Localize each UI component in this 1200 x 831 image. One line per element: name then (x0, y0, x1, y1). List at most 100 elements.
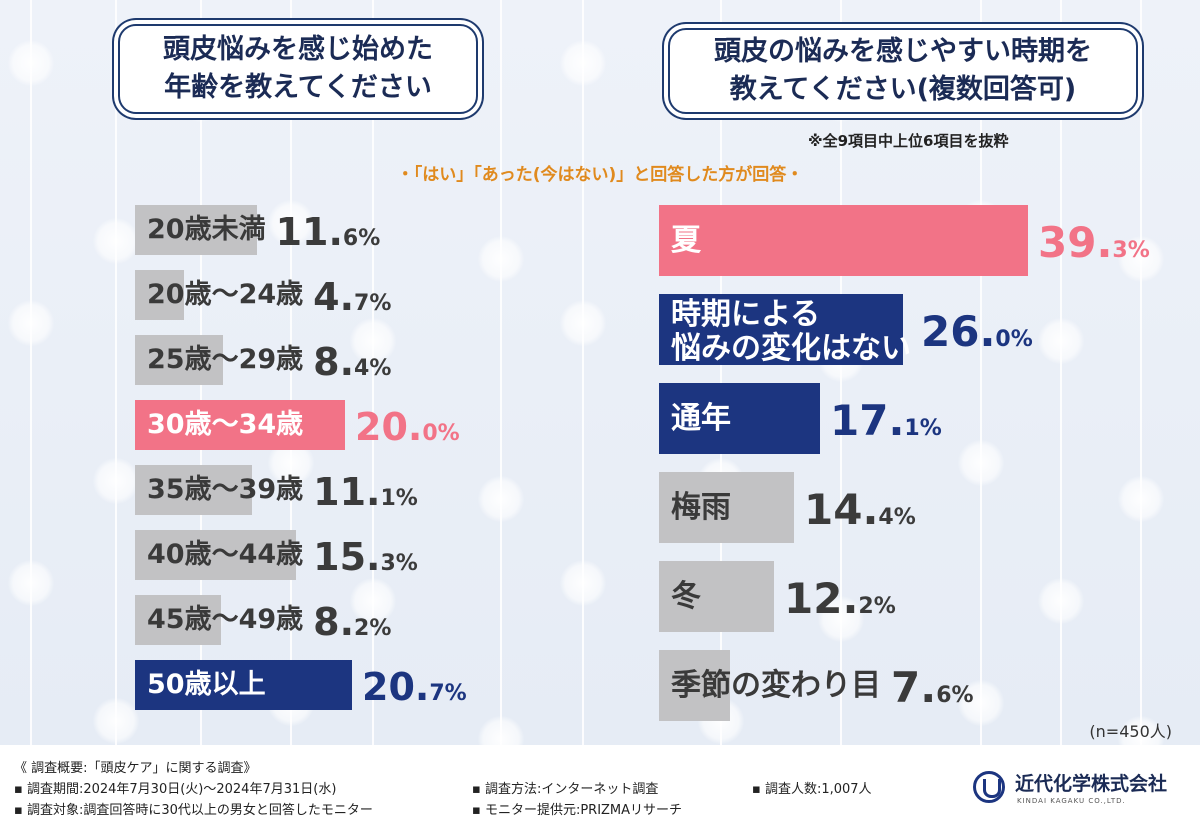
background-stripe (1060, 0, 1062, 745)
background-dot (1118, 236, 1164, 282)
background-dot (478, 716, 524, 745)
bar-category-label: 冬 (671, 579, 701, 614)
bar-category-label: 40歳～44歳 (147, 539, 304, 570)
bar-category-label: 時期による 悩みの変化はない (671, 294, 911, 369)
bar (135, 205, 257, 255)
background-stripe (290, 0, 292, 745)
bar-value-label: 4.7% (313, 270, 391, 320)
bar (659, 383, 820, 454)
survey-period: ▪ 調査期間:2024年7月30日(火)～2024年7月31日(水) (14, 782, 337, 797)
bar (135, 335, 223, 385)
bar-value-label: 20.7% (362, 660, 467, 710)
bar-value-label: 14.4% (804, 472, 916, 543)
value-integer: 20. (355, 405, 423, 449)
value-decimal: 4% (354, 356, 392, 381)
value-decimal: 0% (995, 327, 1033, 352)
bar-value-label: 26.0% (921, 294, 1033, 365)
bar-category-line: 時期による (671, 297, 821, 332)
background-dot (8, 560, 54, 606)
background-dot (1038, 318, 1084, 364)
value-decimal: 7% (354, 291, 392, 316)
bar (135, 270, 184, 320)
value-integer: 8. (313, 340, 355, 384)
background-dot (93, 698, 139, 744)
bar (135, 400, 345, 450)
background-dot (268, 200, 314, 246)
background-stripe (372, 0, 374, 745)
value-integer: 15. (313, 535, 381, 579)
background-stripe (582, 0, 584, 745)
background-stripe (720, 0, 722, 745)
bar-category-label: 25歳～29歳 (147, 344, 304, 375)
bar-category-label: 50歳以上 (147, 669, 266, 700)
value-decimal: 1% (904, 416, 942, 441)
bar-value-label: 11.1% (313, 465, 418, 515)
bar (659, 205, 1028, 276)
survey-count: ▪ 調査人数:1,007人 (752, 782, 872, 797)
bar-value-label: 20.0% (355, 400, 460, 450)
background-dot (8, 300, 54, 346)
value-decimal: 6% (936, 683, 974, 708)
bar-value-label: 39.3% (1038, 205, 1150, 276)
bar-value-label: 11.6% (276, 205, 381, 255)
sample-size: (n=450人) (1089, 722, 1172, 741)
background-dot (560, 300, 606, 346)
value-decimal: 6% (342, 226, 381, 251)
background-dot (93, 458, 139, 504)
survey-method: ▪ 調査方法:インターネット調査 (472, 782, 659, 797)
subtitle: ・「はい」「あった(今はない)」と回答した方が回答・ (396, 165, 804, 185)
background-stripe (30, 0, 32, 745)
bar-category-label: 季節の変わり目 (671, 668, 881, 703)
value-decimal: 1% (380, 486, 418, 511)
value-integer: 17. (830, 396, 905, 445)
bar (659, 472, 794, 543)
value-integer: 4. (313, 275, 355, 319)
bar-category-label: 45歳～49歳 (147, 604, 304, 635)
background-dot (560, 40, 606, 86)
value-decimal: 2% (354, 616, 392, 641)
value-decimal: 0% (422, 421, 460, 446)
background-dot (93, 218, 139, 264)
background-dot (350, 318, 396, 364)
bar (659, 561, 774, 632)
background-dot (478, 236, 524, 282)
background-dot (478, 476, 524, 522)
bar-category-label: 35歳～39歳 (147, 474, 304, 505)
bar (135, 660, 352, 710)
value-integer: 26. (921, 307, 996, 356)
company-name-en: KINDAI KAGAKU CO.,LTD. (1017, 797, 1126, 805)
background-dot (1118, 476, 1164, 522)
background-dot (818, 596, 864, 642)
bar-category-label: 梅雨 (671, 490, 731, 525)
value-decimal: 2% (858, 594, 896, 619)
footer: 《 調査概要:「頭皮ケア」に関する調査》 ▪ 調査期間:2024年7月30日(火… (0, 745, 1200, 831)
value-decimal: 3% (380, 551, 418, 576)
bar-value-label: 12.2% (784, 561, 896, 632)
company-name: 近代化学株式会社 (1015, 773, 1168, 795)
bar-value-label: 15.3% (313, 530, 418, 580)
bar-value-label: 17.1% (830, 383, 942, 454)
background-stripe (980, 0, 982, 745)
background-dot (958, 680, 1004, 726)
background-dot (1038, 578, 1084, 624)
background-dot (560, 560, 606, 606)
monitor-provider: ▪ モニター提供元:PRIZMAリサーチ (472, 803, 683, 818)
left-question-line-1: 頭皮悩みを感じ始めた (163, 34, 433, 65)
right-question-line-2: 教えてください(複数回答可) (729, 74, 1077, 105)
value-integer: 20. (362, 665, 430, 709)
right-note: ※全9項目中上位6項目を抜粋 (808, 132, 1009, 150)
background-dot (958, 440, 1004, 486)
background-stripe (115, 0, 117, 745)
bar-value-label: 7.6% (891, 650, 974, 721)
bar-category-line: 悩みの変化はない (671, 330, 911, 366)
value-integer: 11. (275, 210, 343, 254)
value-decimal: 7% (429, 681, 467, 706)
bar (135, 595, 221, 645)
company-logo-icon (973, 771, 1005, 803)
value-decimal: 3% (1112, 238, 1150, 263)
value-integer: 39. (1038, 218, 1113, 267)
bar-category-label: 通年 (671, 401, 731, 436)
bar-category-label: 20歳未満 (147, 214, 266, 245)
bar-category-label: 夏 (671, 223, 701, 258)
bar-category-label: 20歳～24歳 (147, 279, 304, 310)
